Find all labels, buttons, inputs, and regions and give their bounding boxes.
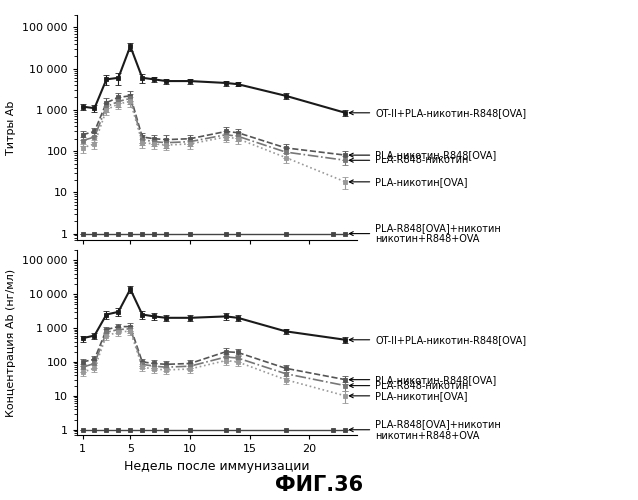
- Text: PLA-никотин-R848[OVA]: PLA-никотин-R848[OVA]: [350, 374, 496, 384]
- Y-axis label: Титры Ab: Титры Ab: [6, 100, 17, 154]
- Text: PLA-R848[OVA]+никотин
никотин+R848+OVA: PLA-R848[OVA]+никотин никотин+R848+OVA: [350, 419, 501, 440]
- Text: PLA-никотин[OVA]: PLA-никотин[OVA]: [350, 391, 468, 401]
- Text: PLA-никотин[OVA]: PLA-никотин[OVA]: [350, 177, 468, 187]
- Y-axis label: Концентрация Ab (нг/мл): Концентрация Ab (нг/мл): [6, 268, 17, 416]
- Text: OT-II+PLA-никотин-R848[OVA]: OT-II+PLA-никотин-R848[OVA]: [350, 108, 526, 118]
- X-axis label: Недель после иммунизации: Недель после иммунизации: [124, 460, 309, 472]
- Text: PLA-R848[OVA]+никотин
никотин+R848+OVA: PLA-R848[OVA]+никотин никотин+R848+OVA: [350, 223, 501, 244]
- Text: ФИГ.36: ФИГ.36: [275, 475, 363, 495]
- Text: PLA-R848-никотин: PLA-R848-никотин: [350, 380, 468, 390]
- Text: PLA-никотин-R848[OVA]: PLA-никотин-R848[OVA]: [350, 150, 496, 160]
- Text: OT-II+PLA-никотин-R848[OVA]: OT-II+PLA-никотин-R848[OVA]: [350, 335, 526, 345]
- Text: PLA-R848-никотин: PLA-R848-никотин: [350, 156, 468, 166]
